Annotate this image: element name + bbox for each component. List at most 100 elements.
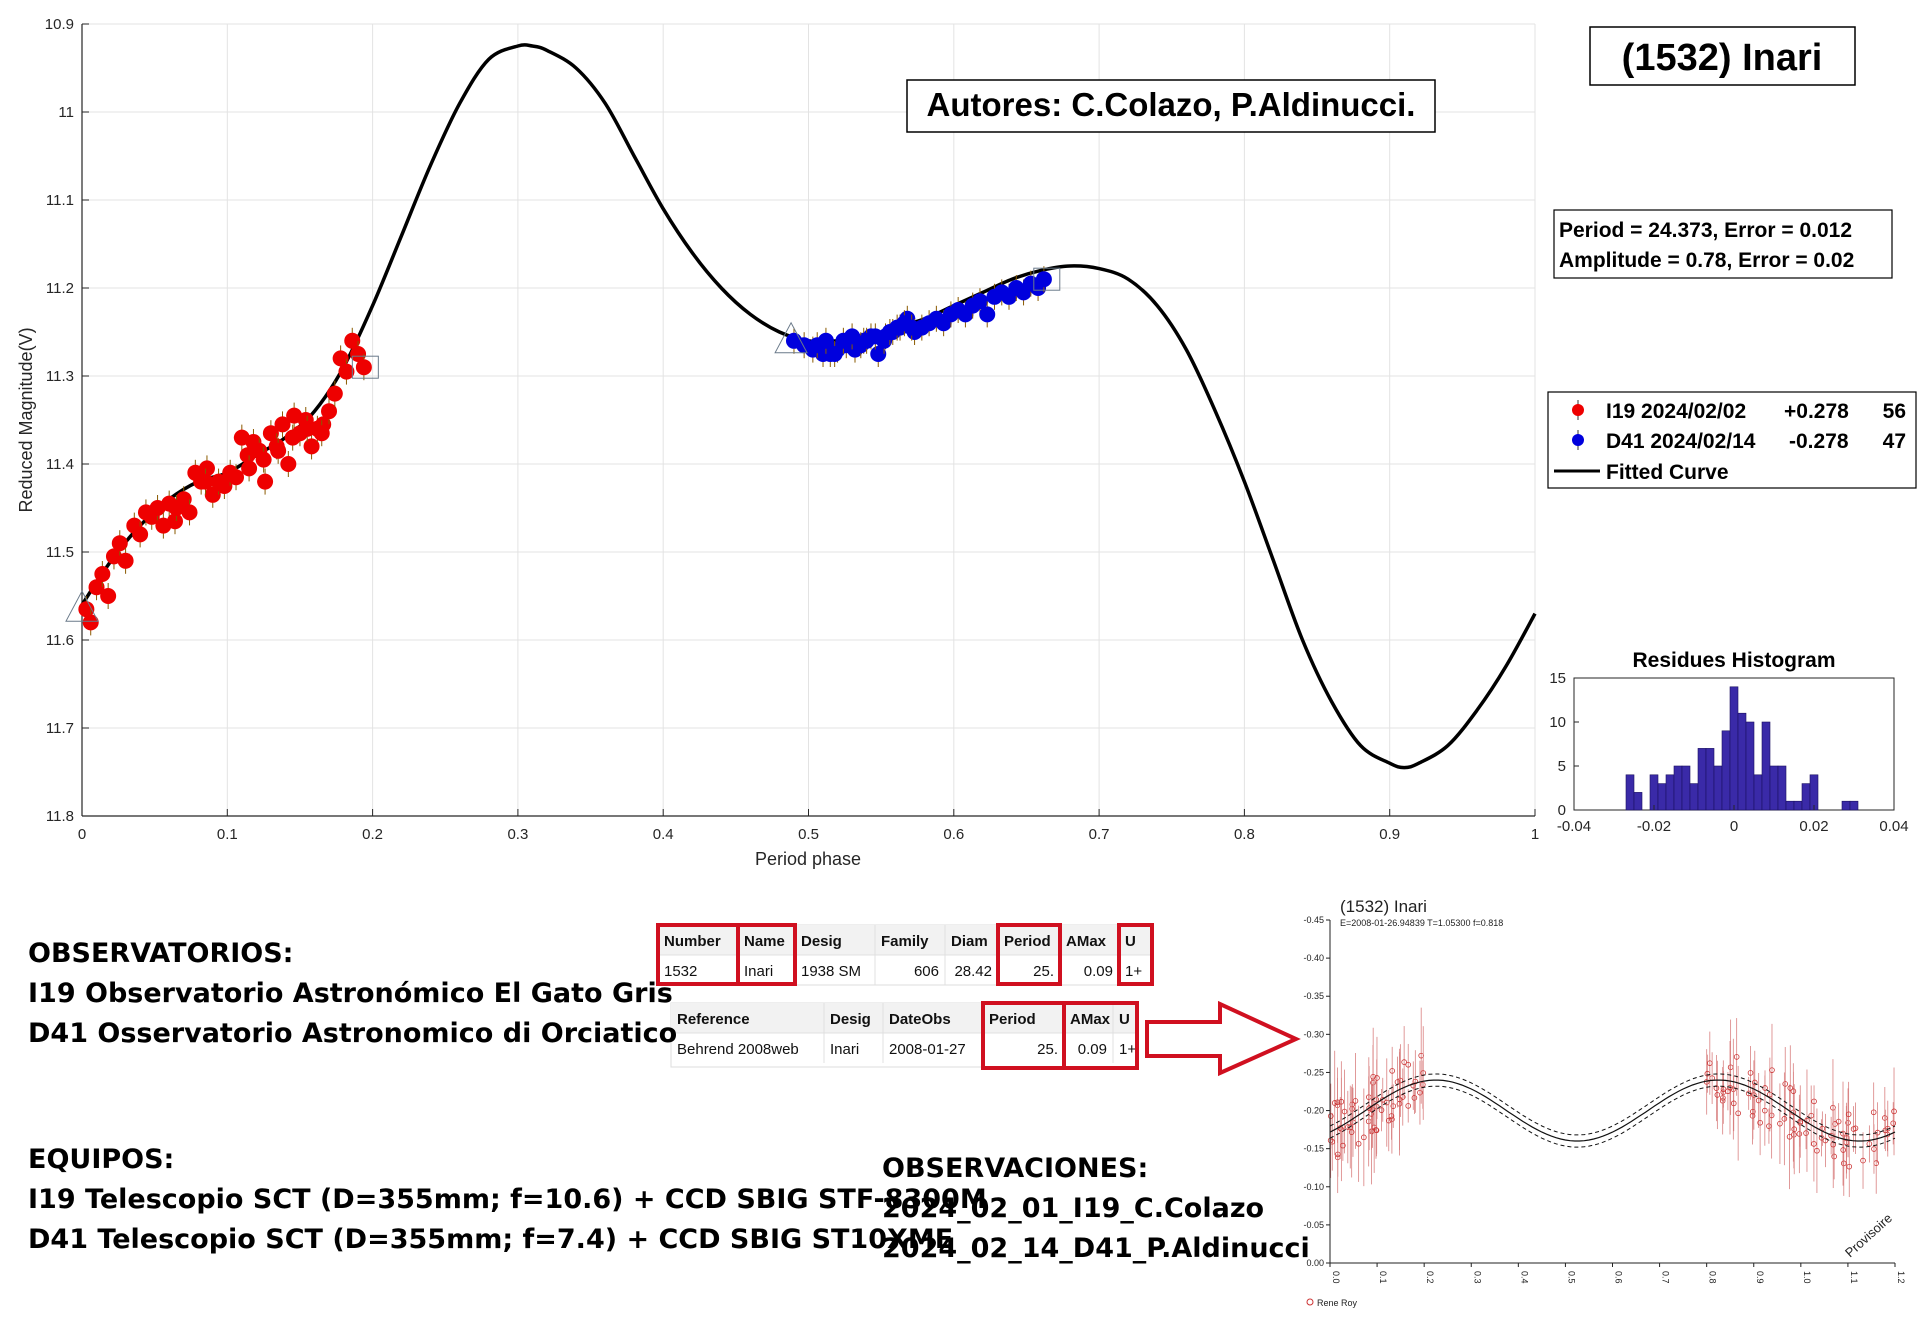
legend-marker-d41 — [1572, 434, 1584, 446]
data-point-i19 — [166, 513, 183, 530]
histogram-bar — [1689, 783, 1699, 811]
main-y-tick-label: 11.8 — [46, 808, 74, 825]
histogram-bar — [1841, 800, 1851, 811]
equipo-d41: D41 Telescopio SCT (D=355mm; f=7.4) + CC… — [28, 1224, 953, 1255]
data-point-i19 — [255, 451, 272, 468]
title-box: (1532) Inari — [1589, 26, 1856, 86]
ref-data-point — [1417, 1089, 1423, 1096]
data-point-i19 — [299, 420, 316, 437]
ref-data-point — [1347, 1124, 1354, 1130]
ref-data-point — [1831, 1153, 1837, 1160]
ref-y-tick-label: -0.15 — [1303, 1144, 1324, 1154]
data-point-i19 — [100, 588, 117, 604]
fit-info-box: Period = 24.373, Error = 0.012 Amplitude… — [1553, 209, 1893, 279]
observatorios-block: OBSERVATORIOS: I19 Observatorio Astronóm… — [28, 938, 677, 1049]
data-point-i19 — [350, 346, 367, 362]
ref-data-point — [1397, 1077, 1404, 1084]
histogram-bar — [1713, 765, 1723, 811]
ref_table_1-header-cell: Family — [881, 933, 929, 950]
ref-data-point — [1850, 1126, 1857, 1132]
ref-fit-curve-lower — [1329, 1085, 1896, 1148]
ref-x-tick-label: 0.9 — [1755, 1271, 1765, 1284]
ref-data-point — [1797, 1118, 1804, 1125]
histogram-bars — [1625, 686, 1859, 811]
ref-data-point — [1341, 1108, 1348, 1115]
authors-box-frame — [906, 79, 1436, 133]
ref-data-point — [1733, 1054, 1740, 1060]
legend-count-i19: 56 — [1883, 400, 1906, 423]
ref_table_2-data-cell: 2008-01-27 — [889, 1041, 966, 1058]
data-point-d41 — [1035, 271, 1052, 288]
histogram-bar — [1649, 774, 1659, 811]
data-point-i19 — [204, 486, 221, 503]
equipos-block: EQUIPOS: I19 Telescopio SCT (D=355mm; f=… — [28, 1144, 987, 1255]
ref-data-point — [1790, 1088, 1797, 1094]
ref_table_2-header-cell: Desig — [830, 1011, 871, 1028]
ref-data-point — [1405, 1103, 1412, 1109]
ref-data-point — [1757, 1119, 1763, 1126]
histogram-bar — [1737, 712, 1747, 811]
histogram-title: Residues Histogram — [1632, 649, 1835, 672]
ref-data-point — [1361, 1134, 1367, 1141]
histogram-bar — [1761, 721, 1771, 811]
ref-data-point — [1383, 1099, 1390, 1106]
main-y-axis-label: Reduced Magnitude(V) — [16, 327, 36, 512]
ref_table_1-data-cell: 28.42 — [954, 963, 992, 980]
ref-data-point — [1755, 1097, 1762, 1104]
ref_table_1-data-cell: 1532 — [664, 963, 697, 980]
table1-highlight-name — [736, 923, 797, 986]
data-point-i19 — [132, 526, 149, 543]
ref-data-point — [1762, 1107, 1768, 1114]
data-point-i19 — [117, 552, 134, 569]
ref-data-point — [1845, 1120, 1851, 1126]
ref-x-tick-label: 0.1 — [1378, 1271, 1388, 1284]
data-point-i19 — [321, 403, 338, 420]
residues-histogram: Residues Histogram -0.04 -0.02 0 0.02 0.04 0 5… — [1549, 649, 1908, 835]
ref_table_2-header-cell: Period — [989, 1011, 1036, 1028]
observaciones-block: OBSERVACIONES: 2024_02_01_I19_C.Colazo 2… — [882, 1153, 1310, 1264]
ref_table_2-header-cell: U — [1119, 1011, 1130, 1028]
ref-plot-series-name: Rene Roy — [1317, 1298, 1358, 1308]
equipos-heading: EQUIPOS: — [28, 1144, 174, 1175]
main-y-tick-label: 11.2 — [46, 280, 74, 297]
ref_table_1-data-cell: 1938 SM — [801, 963, 861, 980]
ref-plot-tick-labels: 0.0 0.1 0.2 0.3 0.4 0.5 0.6 0.7 0.8 0.9 1.0 1.1 1.2 0… — [1303, 915, 1906, 1284]
main-tick-labels: 0 0.1 0.2 0.3 0.4 0.5 0.6 0.7 0.8 0.9 1 10.9 11 11.1 1… — [45, 16, 1539, 843]
ref-fit-curve-upper — [1329, 1073, 1896, 1136]
ref_table_1-data-cell: 606 — [914, 963, 939, 980]
ref_table_2-data-cell: 25. — [1037, 1041, 1058, 1058]
ref-data-point — [1818, 1134, 1825, 1141]
data-point-i19 — [257, 473, 274, 490]
main-x-tick-label: 0.5 — [798, 826, 819, 843]
histogram-bar — [1753, 774, 1763, 811]
ref-x-tick-label: 0.0 — [1331, 1271, 1341, 1284]
data-point-i19 — [198, 460, 215, 477]
ref-data-point — [1411, 1095, 1418, 1101]
data-point-i19 — [313, 425, 330, 442]
ref-data-point — [1707, 1060, 1713, 1066]
ref-x-tick-label: 1.1 — [1849, 1271, 1859, 1284]
data-point-d41 — [903, 319, 920, 336]
ref-x-tick-label: 0.6 — [1614, 1271, 1624, 1284]
ref_table_1-header-cell: Desig — [801, 933, 842, 950]
ref-data-point — [1370, 1073, 1376, 1080]
ref-data-point — [1352, 1098, 1359, 1104]
data-point-i19 — [88, 579, 105, 596]
ref-plot-title: (1532) Inari — [1340, 897, 1427, 916]
data-point-d41 — [870, 346, 887, 362]
data-point-i19 — [284, 429, 301, 446]
table2-cells: Reference Desig DateObs Period AMax U Behrend … — [671, 1003, 1138, 1063]
ref_table_2-data-cell: 1+ — [1119, 1041, 1136, 1058]
ref-data-point — [1860, 1157, 1866, 1164]
histogram-bar — [1777, 765, 1787, 811]
main-x-tick-label: 0 — [78, 826, 86, 843]
ref-data-point — [1840, 1160, 1847, 1167]
data-point-d41 — [826, 346, 843, 362]
main-y-tick-label: 11 — [58, 104, 74, 121]
ref-data-point — [1803, 1130, 1809, 1136]
ref-data-point — [1373, 1127, 1379, 1133]
main-x-tick-label: 0.7 — [1089, 826, 1110, 843]
ref_table_2-data-cell: Behrend 2008web — [677, 1041, 799, 1058]
data-point-i19 — [262, 425, 279, 442]
main-x-tick-label: 0.1 — [217, 826, 238, 843]
